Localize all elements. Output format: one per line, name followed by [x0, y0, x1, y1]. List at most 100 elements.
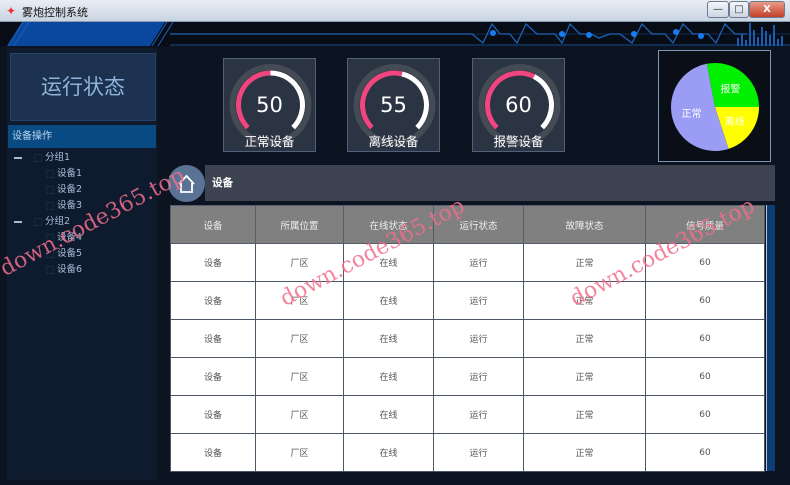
- gauge-rest: [401, 71, 429, 130]
- table-cell: 正常: [523, 395, 646, 434]
- close-button[interactable]: X: [749, 1, 785, 18]
- table-cell: 60: [645, 281, 765, 320]
- table-cell: 运行: [433, 281, 524, 320]
- checkbox[interactable]: [34, 217, 42, 226]
- home-button[interactable]: [168, 165, 205, 202]
- table-cell: 正常: [523, 319, 646, 358]
- table-row[interactable]: 设备 厂区 在线 运行 正常 60: [170, 357, 765, 396]
- table-cell: 运行: [433, 433, 524, 472]
- tree-item[interactable]: 设备5: [46, 247, 82, 261]
- table-cell: 60: [645, 433, 765, 472]
- item-label: 设备6: [57, 264, 83, 275]
- title-bar: ✦ 雾炮控制系统 — □ X: [0, 0, 790, 22]
- group-label: 分组2: [45, 216, 71, 227]
- gauge-offline: 55 离线设备: [347, 58, 440, 152]
- pie-label: 报警: [720, 82, 740, 95]
- checkbox[interactable]: [46, 185, 54, 194]
- table-row[interactable]: 设备 厂区 在线 运行 正常 60: [170, 395, 765, 434]
- table-row[interactable]: 设备 厂区 在线 运行 正常 60: [170, 433, 765, 472]
- collapse-icon[interactable]: [14, 156, 22, 159]
- checkbox[interactable]: [34, 153, 42, 162]
- column-header[interactable]: 信号质量: [645, 205, 765, 244]
- table-cell: 正常: [523, 281, 646, 320]
- table-cell: 设备: [170, 281, 256, 320]
- header-decoration: [0, 22, 790, 46]
- table-row[interactable]: 设备 厂区 在线 运行 正常 60: [170, 281, 765, 320]
- gauge-fill: [360, 70, 403, 130]
- column-header[interactable]: 设备: [170, 205, 256, 244]
- collapse-icon[interactable]: [14, 220, 22, 223]
- gauge-label: 离线设备: [368, 134, 419, 149]
- column-header[interactable]: 所属位置: [255, 205, 344, 244]
- gauge-value: 55: [380, 93, 407, 117]
- gauge-alarm: 60 报警设备: [472, 58, 565, 152]
- gauge-arc: [229, 64, 312, 146]
- column-header[interactable]: 在线状态: [343, 205, 434, 244]
- table-row[interactable]: 设备 厂区 在线 运行 正常 60: [170, 319, 765, 358]
- table-cell: 厂区: [255, 243, 344, 282]
- table-cell: 正常: [523, 243, 646, 282]
- item-label: 设备3: [57, 200, 83, 211]
- gauge-value: 60: [505, 93, 532, 117]
- table-cell: 60: [645, 357, 765, 396]
- minimize-button[interactable]: —: [707, 1, 729, 18]
- pie-slice-1: [706, 63, 759, 107]
- tree-item[interactable]: 设备2: [46, 183, 82, 197]
- table-cell: 设备: [170, 357, 256, 396]
- checkbox[interactable]: [46, 249, 54, 258]
- gauge-track: [229, 64, 312, 146]
- gauge-fill: [485, 70, 536, 130]
- checkbox[interactable]: [46, 265, 54, 274]
- gauge-normal: 50 正常设备: [223, 58, 316, 152]
- gauge-track: [353, 64, 436, 146]
- device-table: 设备 所属位置 在线状态 运行状态 故障状态 信号质量 设备 厂区 在线 运行 正常 60 设备 厂区 在线…: [170, 205, 765, 472]
- column-header[interactable]: 故障状态: [523, 205, 646, 244]
- tree-item[interactable]: 设备6: [46, 263, 82, 277]
- table-cell: 设备: [170, 319, 256, 358]
- gauge-arc: [478, 64, 561, 146]
- gauge-fill: [236, 70, 271, 130]
- table-cell: 运行: [433, 357, 524, 396]
- gauge-track: [478, 64, 561, 146]
- table-cell: 正常: [523, 433, 646, 472]
- gauge-label: 报警设备: [493, 134, 544, 149]
- status-title: 运行状态: [10, 53, 156, 121]
- checkbox[interactable]: [46, 169, 54, 178]
- home-icon: [178, 174, 195, 193]
- table-cell: 厂区: [255, 357, 344, 396]
- tree-group-1[interactable]: 分组1: [14, 151, 70, 165]
- table-cell: 运行: [433, 319, 524, 358]
- tree-group-2[interactable]: 分组2: [14, 215, 70, 229]
- table-cell: 运行: [433, 243, 524, 282]
- table-row[interactable]: 设备 厂区 在线 运行 正常 60: [170, 243, 765, 282]
- checkbox[interactable]: [46, 233, 54, 242]
- table-cell: 设备: [170, 395, 256, 434]
- item-label: 设备1: [57, 168, 83, 179]
- table-cell: 在线: [343, 395, 434, 434]
- table-cell: 60: [645, 243, 765, 282]
- gauge-rest: [270, 70, 305, 130]
- table-cell: 厂区: [255, 395, 344, 434]
- item-label: 设备4: [57, 232, 83, 243]
- table-cell: 厂区: [255, 281, 344, 320]
- gauge-value: 50: [256, 93, 283, 117]
- pie-slice-0: [671, 63, 729, 151]
- table-cell: 在线: [343, 243, 434, 282]
- maximize-button[interactable]: □: [729, 1, 749, 18]
- scrollbar[interactable]: [766, 205, 775, 471]
- table-cell: 60: [645, 395, 765, 434]
- app-icon: ✦: [6, 4, 17, 18]
- table-cell: 在线: [343, 433, 434, 472]
- table-cell: 在线: [343, 319, 434, 358]
- device-tree: 设备操作 分组1 设备1 设备2 设备3 分组2 设备4 设备5 设备6: [8, 125, 156, 477]
- table-cell: 厂区: [255, 433, 344, 472]
- item-label: 设备2: [57, 184, 83, 195]
- tree-item[interactable]: 设备4: [46, 231, 82, 245]
- table-cell: 设备: [170, 243, 256, 282]
- checkbox[interactable]: [46, 201, 54, 210]
- tree-item[interactable]: 设备3: [46, 199, 82, 213]
- table-cell: 厂区: [255, 319, 344, 358]
- column-header[interactable]: 运行状态: [433, 205, 524, 244]
- tree-item[interactable]: 设备1: [46, 167, 82, 181]
- table-cell: 在线: [343, 281, 434, 320]
